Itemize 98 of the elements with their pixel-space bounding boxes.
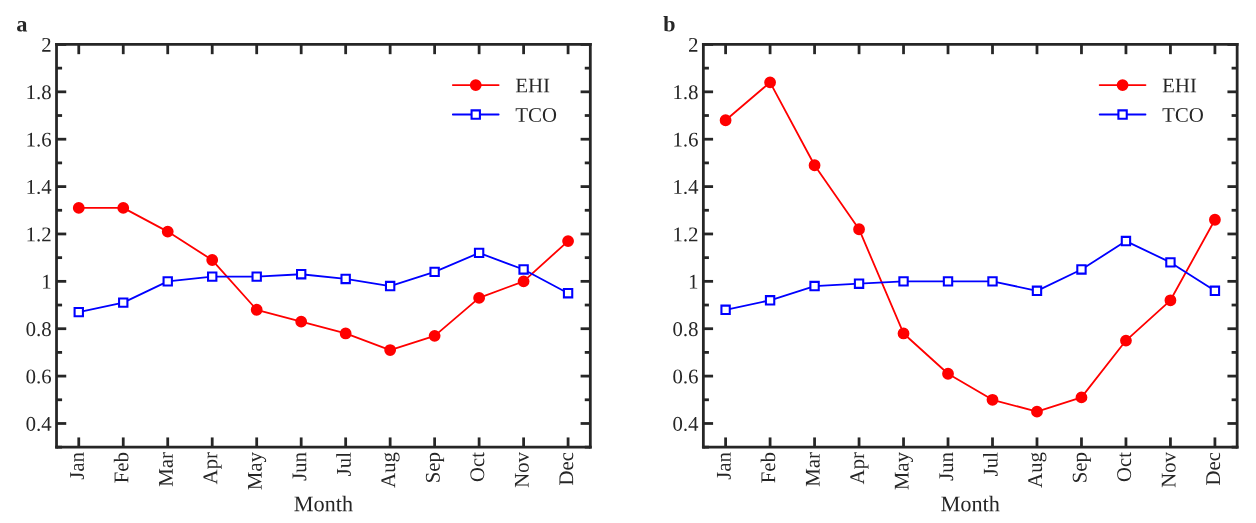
chart-title: a: [17, 20, 28, 32]
point: [117, 202, 130, 214]
point: [942, 276, 954, 287]
y-tick-label: 1.2: [674, 227, 698, 242]
point: [897, 327, 910, 340]
point: [1120, 235, 1132, 247]
point: [207, 271, 218, 282]
y-tick-label: 2: [42, 37, 51, 52]
point: [340, 273, 351, 285]
x-tick-label: Jul: [336, 452, 351, 476]
point: [853, 278, 865, 289]
point: [206, 254, 219, 266]
point: [720, 304, 731, 315]
point: [986, 393, 999, 406]
point: [162, 276, 173, 287]
y-tick-label: 0.4: [26, 416, 52, 431]
y-tick-label: 1: [689, 274, 698, 289]
x-tick-label: Nov: [514, 452, 529, 488]
point: [987, 276, 998, 287]
y-tick-label: 1.6: [674, 132, 698, 147]
legend-label: TCO: [1162, 108, 1203, 123]
point: [1120, 334, 1132, 347]
x-axis-title: Month: [294, 495, 353, 512]
point: [1209, 213, 1221, 226]
y-tick-label: 0.6: [673, 369, 698, 384]
point: [808, 159, 821, 172]
point: [295, 269, 307, 280]
x-tick-label: Jan: [70, 452, 84, 480]
legend-label: EHI: [515, 78, 550, 93]
point: [429, 266, 440, 278]
y-tick-label: 1.8: [27, 85, 51, 100]
x-tick-label: May: [248, 452, 267, 490]
point: [251, 271, 262, 282]
point: [853, 223, 865, 236]
x-tick-label: Oct: [470, 452, 485, 482]
x-tick-label: Feb: [760, 452, 776, 483]
point: [1031, 405, 1043, 418]
point: [118, 297, 129, 308]
point: [295, 315, 308, 328]
point: [764, 76, 776, 89]
x-tick-label: Aug: [1028, 452, 1047, 488]
y-tick-label: 0.6: [26, 369, 52, 384]
point: [473, 292, 486, 304]
x-tick-label: Feb: [113, 452, 129, 483]
x-tick-label: Jul: [983, 452, 998, 476]
point: [161, 225, 174, 238]
point: [1164, 294, 1177, 307]
point: [339, 327, 352, 340]
point: [809, 280, 820, 292]
point: [562, 235, 574, 247]
legend-label: TCO: [515, 108, 557, 123]
x-axis-title: Month: [941, 495, 1000, 512]
y-tick-label: 2: [689, 37, 698, 52]
x-tick-label: Jan: [716, 452, 731, 480]
point: [1075, 391, 1088, 404]
x-tick-label: Nov: [1161, 452, 1176, 488]
y-tick-label: 0.8: [673, 322, 698, 337]
x-tick-label: Sep: [425, 452, 445, 482]
point: [719, 114, 732, 127]
point: [250, 303, 263, 316]
point: [518, 264, 529, 275]
point: [1031, 285, 1043, 297]
y-tick-label: 0.8: [26, 322, 51, 337]
point: [1209, 285, 1221, 297]
x-tick-label: Mar: [159, 452, 173, 487]
x-tick-label: Dec: [559, 452, 574, 485]
point: [473, 247, 485, 259]
point: [942, 367, 954, 380]
legend-label: EHI: [1162, 78, 1197, 93]
y-tick-label: 1.6: [27, 132, 52, 147]
point: [517, 275, 530, 288]
point: [1165, 257, 1176, 268]
chart-title: b: [663, 15, 675, 32]
point: [428, 329, 441, 342]
point: [562, 287, 574, 299]
point: [764, 295, 776, 306]
x-tick-label: Aug: [381, 452, 400, 488]
x-tick-label: Sep: [1072, 452, 1091, 482]
y-tick-label: 1: [43, 274, 51, 289]
x-tick-label: Apr: [850, 452, 869, 485]
y-tick-label: 1.4: [674, 180, 699, 195]
y-tick-label: 0.4: [673, 416, 699, 431]
x-tick-label: Mar: [805, 452, 820, 487]
x-tick-label: Jun: [292, 452, 307, 481]
x-tick-label: Apr: [203, 452, 222, 485]
point: [898, 276, 909, 287]
point: [384, 344, 397, 356]
y-tick-label: 1.2: [27, 227, 51, 242]
y-tick-label: 1.4: [27, 180, 52, 195]
point: [72, 202, 85, 214]
x-tick-label: Dec: [1206, 452, 1221, 485]
point: [384, 280, 396, 292]
x-tick-label: Jun: [939, 452, 954, 481]
x-tick-label: May: [894, 452, 913, 490]
y-tick-label: 1.8: [674, 85, 698, 100]
x-tick-label: Oct: [1117, 452, 1132, 482]
point: [1076, 264, 1087, 275]
point: [73, 306, 84, 318]
